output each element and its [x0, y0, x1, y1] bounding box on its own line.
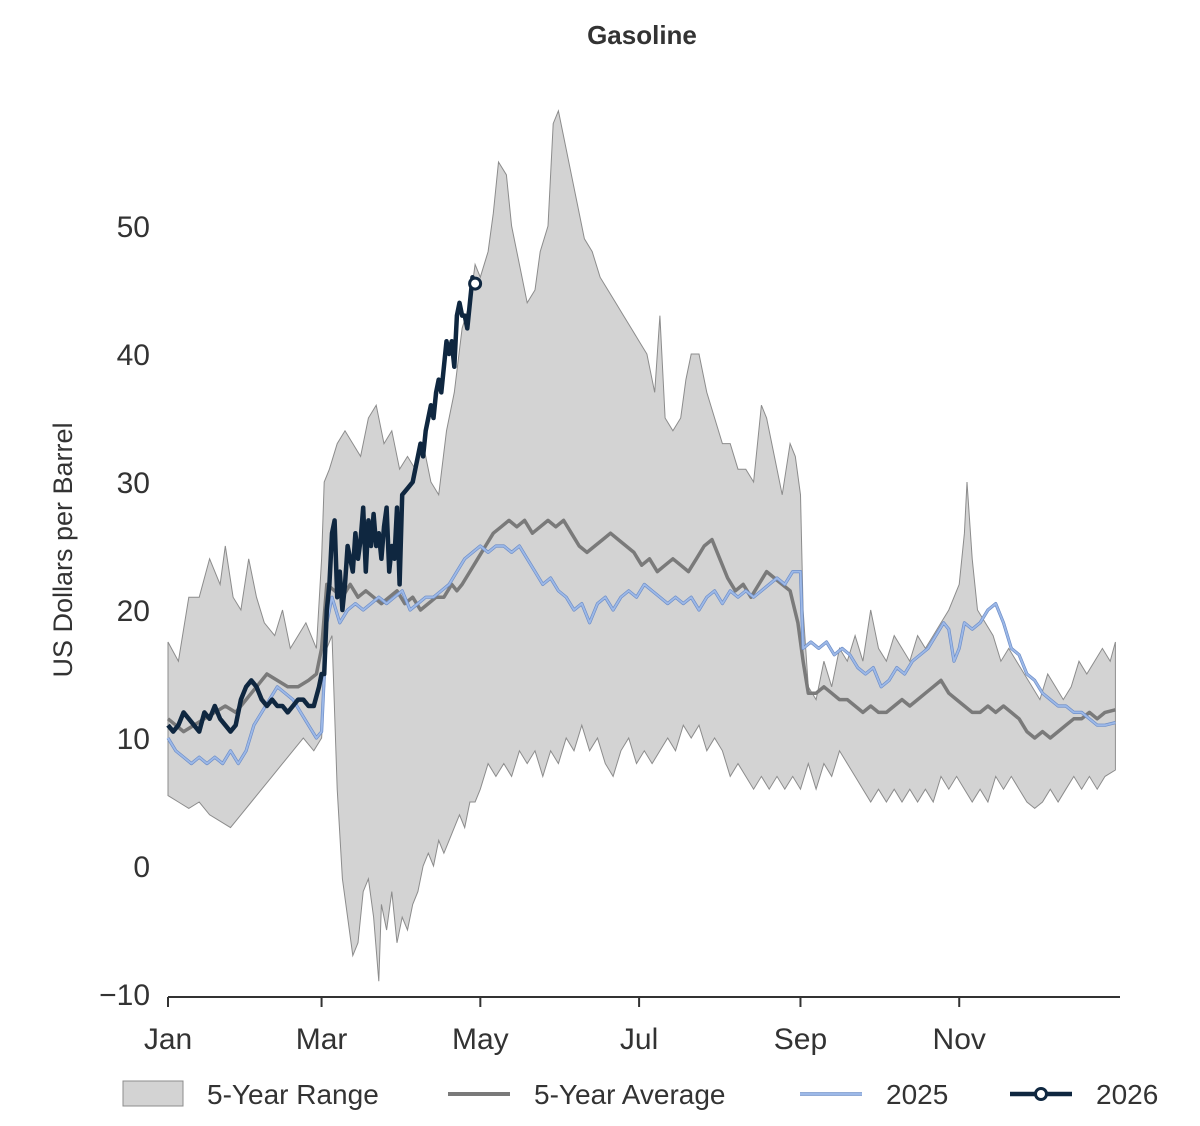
chart-title: Gasoline: [587, 20, 697, 50]
x-tick-label: Mar: [296, 1023, 348, 1056]
series-2026-end-marker: [468, 276, 483, 291]
x-tick-label: Jan: [144, 1023, 192, 1056]
legend-swatch-range: [122, 1080, 184, 1107]
y-tick-label: 20: [117, 595, 150, 628]
x-tick-label: May: [452, 1023, 509, 1056]
y-tick-label: 50: [117, 211, 150, 244]
x-tick-label: Sep: [774, 1023, 827, 1056]
y-tick-label: −10: [99, 979, 150, 1012]
y-tick-label: 10: [117, 723, 150, 756]
five-year-average-line: [166, 518, 1116, 740]
series-2026-line: [166, 274, 478, 734]
five-year-range-band: [167, 109, 1116, 982]
legend-item-range: 5-Year Range: [122, 1079, 379, 1110]
legend-item-y2025: 2025: [800, 1079, 948, 1110]
plot-area: [166, 109, 1116, 982]
y-tick-label: 0: [133, 851, 150, 884]
x-tick-label: Jul: [620, 1023, 658, 1056]
y-tick-label: 30: [117, 467, 150, 500]
x-tick-label: Nov: [933, 1023, 986, 1056]
legend-label-y2026: 2026: [1096, 1079, 1158, 1110]
legend-label-range: 5-Year Range: [207, 1079, 379, 1110]
y-axis-label: US Dollars per Barrel: [48, 422, 78, 677]
legend-label-average: 5-Year Average: [534, 1079, 726, 1110]
legend-item-y2026: 2026: [1010, 1079, 1158, 1110]
legend-swatch-2026-marker: [1034, 1087, 1048, 1101]
legend: 5-Year Range 5-Year Average 2025 2026: [122, 1079, 1158, 1110]
axes: Jan Mar May Jul Sep Nov 50 40 30 20 10 0 −10: [99, 211, 1120, 1056]
legend-item-average: 5-Year Average: [448, 1079, 726, 1110]
y-tick-label: 40: [117, 339, 150, 372]
legend-label-y2025: 2025: [886, 1079, 948, 1110]
